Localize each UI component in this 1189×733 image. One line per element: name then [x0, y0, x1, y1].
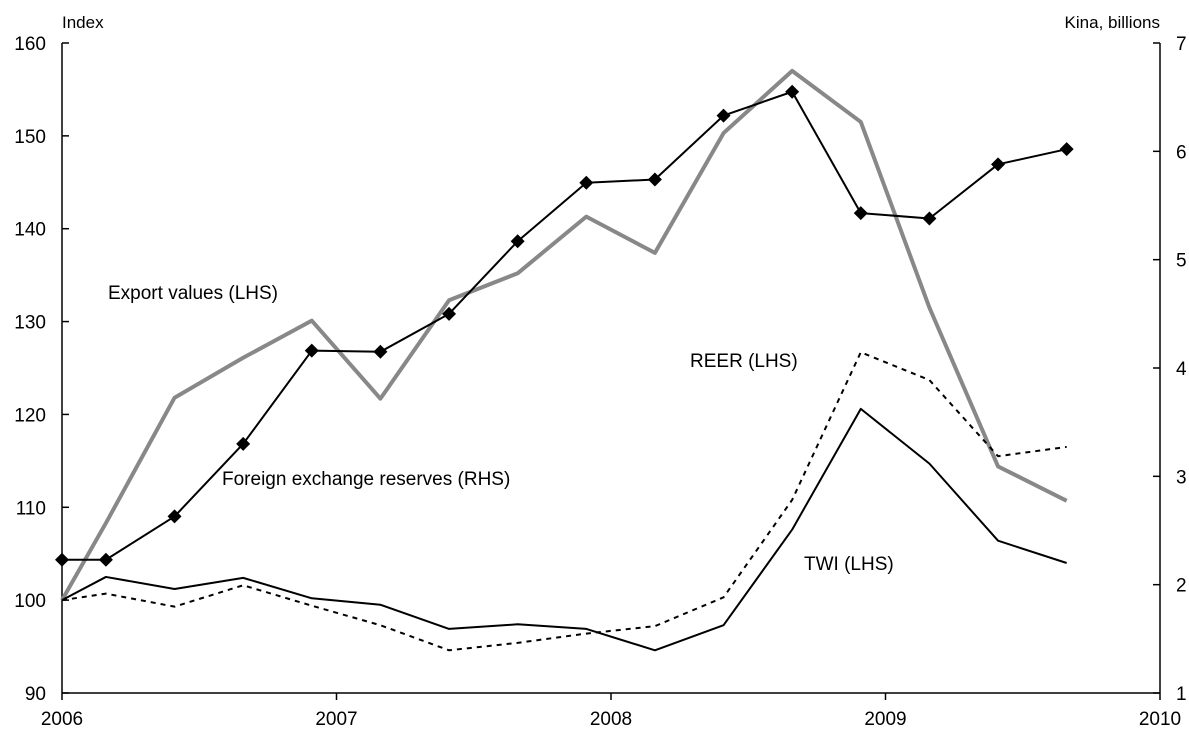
marker — [716, 108, 731, 123]
marker — [853, 206, 868, 221]
y2-tick-label: 2 — [1176, 576, 1187, 597]
series-label: TWI (LHS) — [804, 554, 894, 575]
x-tick-label: 2008 — [590, 709, 632, 730]
y-tick-label: 130 — [14, 313, 46, 334]
y2-tick-label: 5 — [1176, 251, 1187, 272]
x-tick-label: 2007 — [315, 709, 357, 730]
series-label: Foreign exchange reserves (RHS) — [222, 469, 510, 490]
x-tick-label: 2009 — [864, 709, 906, 730]
marker — [442, 306, 457, 321]
y2-tick-label: 6 — [1176, 142, 1187, 163]
x-tick-label: 2010 — [1139, 709, 1181, 730]
series-line — [62, 90, 1067, 561]
y-tick-label: 90 — [25, 684, 46, 705]
y-tick-label: 160 — [14, 34, 46, 55]
y-axis-title: Index — [62, 13, 104, 32]
y2-tick-label: 3 — [1176, 467, 1187, 488]
y-tick-label: 140 — [14, 220, 46, 241]
y-tick-label: 150 — [14, 127, 46, 148]
x-tick-label: 2006 — [41, 709, 83, 730]
y-tick-label: 110 — [16, 498, 46, 519]
marker — [922, 211, 937, 226]
series-label: REER (LHS) — [690, 351, 798, 372]
marker — [1059, 142, 1074, 157]
series-line — [60, 68, 1068, 602]
y2-axis-title: Kina, billions — [1065, 13, 1160, 32]
series-line — [61, 407, 1067, 652]
marker — [647, 172, 662, 187]
marker — [98, 552, 113, 567]
series-label: Export values (LHS) — [108, 283, 278, 304]
marker — [236, 436, 251, 451]
marker — [510, 234, 525, 249]
series-line — [61, 351, 1067, 652]
marker — [991, 157, 1006, 172]
marker — [55, 552, 69, 567]
y-tick-label: 100 — [14, 591, 46, 612]
y2-tick-label: 7 — [1176, 34, 1187, 55]
marker — [304, 343, 319, 358]
marker — [579, 175, 594, 190]
marker — [785, 84, 800, 99]
y-tick-label: 120 — [14, 405, 46, 426]
marker — [373, 344, 388, 359]
y2-tick-label: 4 — [1176, 359, 1187, 380]
y2-tick-label: 1 — [1176, 684, 1187, 705]
marker — [167, 509, 182, 524]
